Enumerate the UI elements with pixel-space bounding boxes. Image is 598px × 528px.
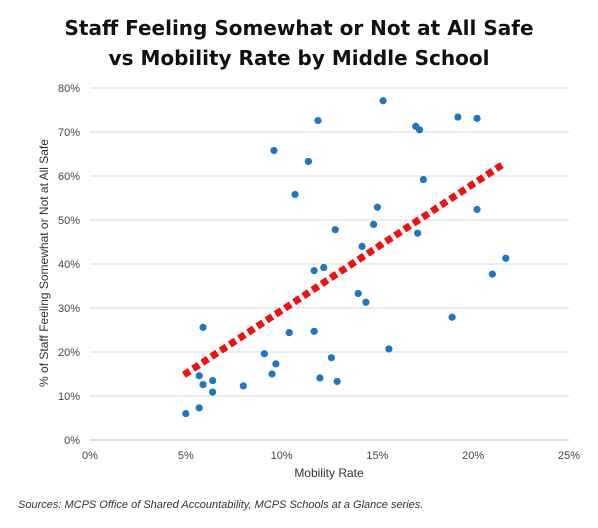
data-point	[419, 175, 427, 184]
y-tick-label: 0%	[64, 435, 80, 447]
data-point	[260, 350, 268, 358]
data-point	[270, 146, 278, 155]
data-point	[502, 254, 510, 262]
trendline	[181, 162, 504, 378]
gridlines	[90, 87, 569, 441]
y-tick-label: 50%	[58, 215, 80, 227]
data-point	[272, 360, 280, 368]
data-point	[473, 114, 481, 122]
x-tick-label: 20%	[462, 450, 484, 462]
y-tick-label: 40%	[58, 259, 80, 271]
y-axis-ticks: 0% 10% 20% 30% 40% 50% 60% 70% 80%	[58, 83, 80, 447]
data-point	[373, 203, 381, 211]
x-tick-label: 10%	[271, 450, 293, 462]
data-point	[415, 126, 424, 134]
data-point	[199, 380, 207, 389]
data-point	[285, 329, 293, 337]
data-point	[354, 289, 362, 298]
data-point	[304, 157, 313, 166]
data-point	[268, 370, 276, 378]
y-tick-label: 10%	[58, 391, 80, 403]
data-point	[209, 377, 217, 385]
data-point	[239, 382, 247, 390]
data-point	[488, 270, 496, 278]
data-point	[310, 267, 318, 275]
data-point	[199, 323, 207, 331]
x-tick-label: 15%	[366, 450, 388, 462]
x-axis-ticks: 0% 5% 10% 15% 20% 25%	[82, 450, 580, 462]
y-tick-label: 80%	[58, 83, 80, 95]
x-tick-label: 0%	[82, 450, 98, 462]
data-point	[291, 190, 299, 199]
data-point	[448, 313, 456, 321]
data-point	[414, 229, 422, 237]
y-tick-label: 30%	[58, 303, 80, 315]
data-point	[331, 226, 339, 234]
trendline-path	[181, 162, 504, 378]
data-points	[182, 97, 510, 418]
source-note: Sources: MCPS Office of Shared Accountab…	[18, 499, 424, 511]
y-tick-label: 20%	[58, 347, 80, 359]
data-point	[209, 388, 217, 396]
y-tick-label: 60%	[58, 171, 80, 183]
data-point	[310, 327, 318, 335]
data-point	[316, 374, 324, 382]
chart-title-line-1: Staff Feeling Somewhat or Not at All Saf…	[64, 16, 533, 40]
data-point	[362, 298, 370, 306]
data-point	[333, 377, 341, 386]
data-point	[454, 113, 462, 121]
x-tick-label: 5%	[178, 450, 194, 462]
x-axis-label: Mobility Rate	[294, 466, 364, 480]
data-point	[379, 97, 387, 105]
data-point	[195, 404, 203, 412]
data-point	[385, 345, 393, 353]
data-point	[358, 242, 366, 250]
x-tick-label: 25%	[558, 450, 580, 462]
data-point	[320, 263, 328, 272]
data-point	[327, 354, 336, 362]
chart-title-line-2: vs Mobility Rate by Middle School	[109, 46, 490, 70]
data-point	[195, 372, 203, 380]
y-tick-label: 70%	[58, 127, 80, 139]
data-point	[473, 205, 481, 214]
y-axis-label: % of Staff Feeling Somewhat or Not at Al…	[37, 139, 51, 387]
data-point	[182, 410, 190, 418]
data-point	[314, 116, 322, 125]
data-point	[369, 220, 378, 228]
